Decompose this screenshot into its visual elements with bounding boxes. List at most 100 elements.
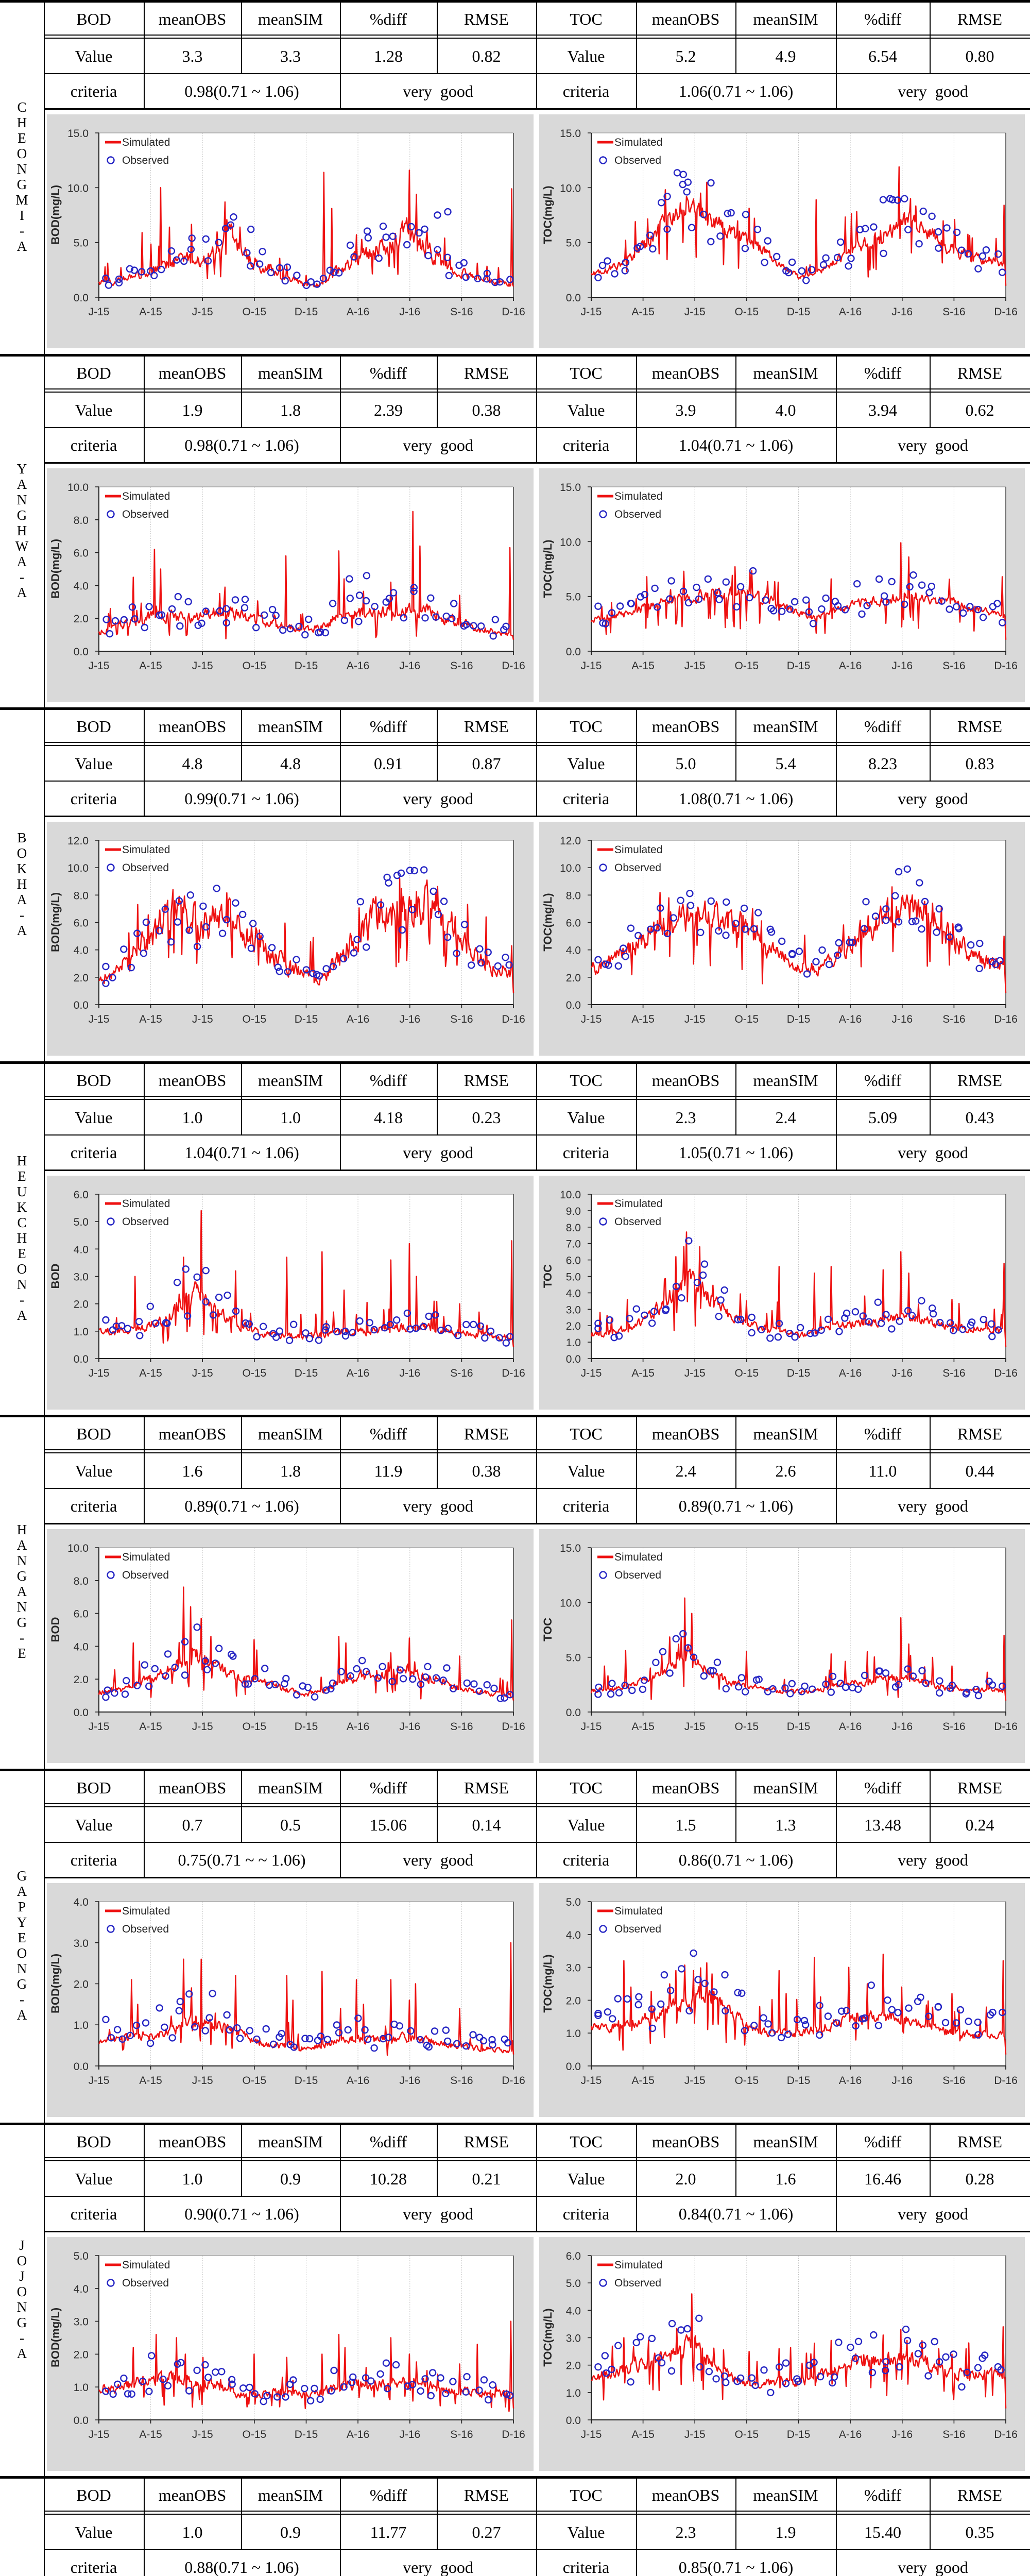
svg-text:A-15: A-15 xyxy=(139,1367,162,1379)
svg-text:4.0: 4.0 xyxy=(74,1244,89,1256)
svg-text:J-16: J-16 xyxy=(891,2429,913,2441)
svg-text:10.0: 10.0 xyxy=(67,1543,89,1554)
svg-text:A-15: A-15 xyxy=(139,2429,162,2441)
svg-text:S-16: S-16 xyxy=(450,2075,473,2087)
svg-text:A-15: A-15 xyxy=(631,1013,654,1025)
svg-text:5.0: 5.0 xyxy=(566,1896,581,1908)
svg-text:O-15: O-15 xyxy=(243,2075,267,2087)
svg-text:O-15: O-15 xyxy=(735,1721,759,1733)
svg-text:D-16: D-16 xyxy=(502,660,525,672)
svg-text:A-16: A-16 xyxy=(347,2075,369,2087)
svg-text:J-16: J-16 xyxy=(399,2429,420,2441)
svg-text:A-15: A-15 xyxy=(631,306,654,318)
svg-text:S-16: S-16 xyxy=(942,2429,965,2441)
svg-text:J-16: J-16 xyxy=(891,1013,913,1025)
svg-text:Simulated: Simulated xyxy=(122,1551,170,1563)
svg-text:J-16: J-16 xyxy=(399,1013,420,1025)
svg-text:J-16: J-16 xyxy=(399,2075,420,2087)
svg-text:2.0: 2.0 xyxy=(566,972,581,984)
svg-text:J-15: J-15 xyxy=(581,1367,602,1379)
svg-text:10.0: 10.0 xyxy=(67,862,89,874)
svg-text:J-15: J-15 xyxy=(684,306,706,318)
svg-text:Observed: Observed xyxy=(614,862,661,874)
svg-text:J-15: J-15 xyxy=(581,1013,602,1025)
svg-text:0.0: 0.0 xyxy=(566,292,581,304)
svg-text:4.0: 4.0 xyxy=(74,2283,89,2295)
svg-text:J-15: J-15 xyxy=(192,306,213,318)
svg-text:0.0: 0.0 xyxy=(566,2061,581,2073)
svg-text:TOC(mg/L): TOC(mg/L) xyxy=(541,2308,554,2366)
svg-text:TOC(mg/L): TOC(mg/L) xyxy=(541,893,554,951)
svg-text:1.0: 1.0 xyxy=(566,1337,581,1349)
svg-text:Observed: Observed xyxy=(614,2277,661,2289)
svg-text:1.0: 1.0 xyxy=(74,2020,89,2031)
svg-text:5.0: 5.0 xyxy=(566,1652,581,1664)
svg-text:J-15: J-15 xyxy=(684,1721,706,1733)
svg-text:D-15: D-15 xyxy=(295,2075,318,2087)
svg-text:10.0: 10.0 xyxy=(67,182,89,194)
svg-text:BOD: BOD xyxy=(49,1264,62,1289)
svg-text:0.0: 0.0 xyxy=(74,2415,89,2427)
svg-text:2.0: 2.0 xyxy=(566,2360,581,2372)
svg-text:BOD: BOD xyxy=(49,1617,62,1642)
svg-text:D-15: D-15 xyxy=(787,1367,811,1379)
svg-text:Observed: Observed xyxy=(122,2277,169,2289)
svg-text:A-15: A-15 xyxy=(139,306,162,318)
svg-text:15.0: 15.0 xyxy=(560,128,581,140)
svg-text:10.0: 10.0 xyxy=(560,1189,581,1201)
svg-text:A-15: A-15 xyxy=(631,2075,654,2087)
svg-text:6.0: 6.0 xyxy=(566,1255,581,1267)
svg-text:A-16: A-16 xyxy=(839,1013,862,1025)
svg-text:TOC(mg/L): TOC(mg/L) xyxy=(541,539,554,598)
svg-text:D-15: D-15 xyxy=(787,1721,811,1733)
svg-text:S-16: S-16 xyxy=(942,660,965,672)
svg-text:TOC(mg/L): TOC(mg/L) xyxy=(541,185,554,244)
svg-text:S-16: S-16 xyxy=(450,1367,473,1379)
svg-text:3.0: 3.0 xyxy=(74,1272,89,1283)
svg-text:A-16: A-16 xyxy=(347,1013,369,1025)
svg-text:Observed: Observed xyxy=(122,862,169,874)
svg-text:1.0: 1.0 xyxy=(74,1326,89,1338)
svg-text:Observed: Observed xyxy=(614,509,661,520)
svg-text:4.0: 4.0 xyxy=(566,1929,581,1941)
svg-text:D-16: D-16 xyxy=(502,1721,525,1733)
svg-text:1.0: 1.0 xyxy=(566,2028,581,2040)
svg-text:10.0: 10.0 xyxy=(560,182,581,194)
svg-text:BOD(mg/L): BOD(mg/L) xyxy=(49,2308,62,2367)
svg-text:5.0: 5.0 xyxy=(566,591,581,603)
svg-text:Simulated: Simulated xyxy=(122,2259,170,2271)
svg-text:A-15: A-15 xyxy=(631,2429,654,2441)
svg-text:J-15: J-15 xyxy=(192,1013,213,1025)
svg-text:S-16: S-16 xyxy=(450,660,473,672)
svg-text:5.0: 5.0 xyxy=(566,2278,581,2290)
svg-text:D-16: D-16 xyxy=(502,2429,525,2441)
svg-text:J-15: J-15 xyxy=(684,1013,706,1025)
svg-text:0.0: 0.0 xyxy=(566,1353,581,1365)
svg-text:Simulated: Simulated xyxy=(122,1198,170,1210)
svg-text:Simulated: Simulated xyxy=(122,490,170,502)
svg-text:6.0: 6.0 xyxy=(74,1608,89,1620)
svg-text:10.0: 10.0 xyxy=(560,536,581,548)
svg-text:A-15: A-15 xyxy=(631,1721,654,1733)
svg-text:4.0: 4.0 xyxy=(74,580,89,592)
svg-text:O-15: O-15 xyxy=(243,1721,267,1733)
svg-text:J-16: J-16 xyxy=(399,306,420,318)
svg-text:9.0: 9.0 xyxy=(566,1206,581,1217)
svg-text:Simulated: Simulated xyxy=(122,844,170,856)
svg-text:4.0: 4.0 xyxy=(74,945,89,957)
svg-text:J-15: J-15 xyxy=(89,1721,110,1733)
svg-text:10.0: 10.0 xyxy=(560,862,581,874)
svg-text:4.0: 4.0 xyxy=(566,1287,581,1299)
svg-text:6.0: 6.0 xyxy=(566,918,581,929)
svg-text:10.0: 10.0 xyxy=(67,482,89,494)
svg-text:TOC(mg/L): TOC(mg/L) xyxy=(541,1954,554,2012)
svg-text:2.0: 2.0 xyxy=(74,1674,89,1686)
svg-text:5.0: 5.0 xyxy=(74,2250,89,2262)
svg-text:A-15: A-15 xyxy=(139,1013,162,1025)
svg-text:O-15: O-15 xyxy=(243,1367,267,1379)
svg-text:D-15: D-15 xyxy=(295,1367,318,1379)
svg-text:J-15: J-15 xyxy=(192,1367,213,1379)
svg-text:A-16: A-16 xyxy=(347,660,369,672)
svg-text:Observed: Observed xyxy=(122,509,169,520)
svg-text:3.0: 3.0 xyxy=(566,1304,581,1316)
